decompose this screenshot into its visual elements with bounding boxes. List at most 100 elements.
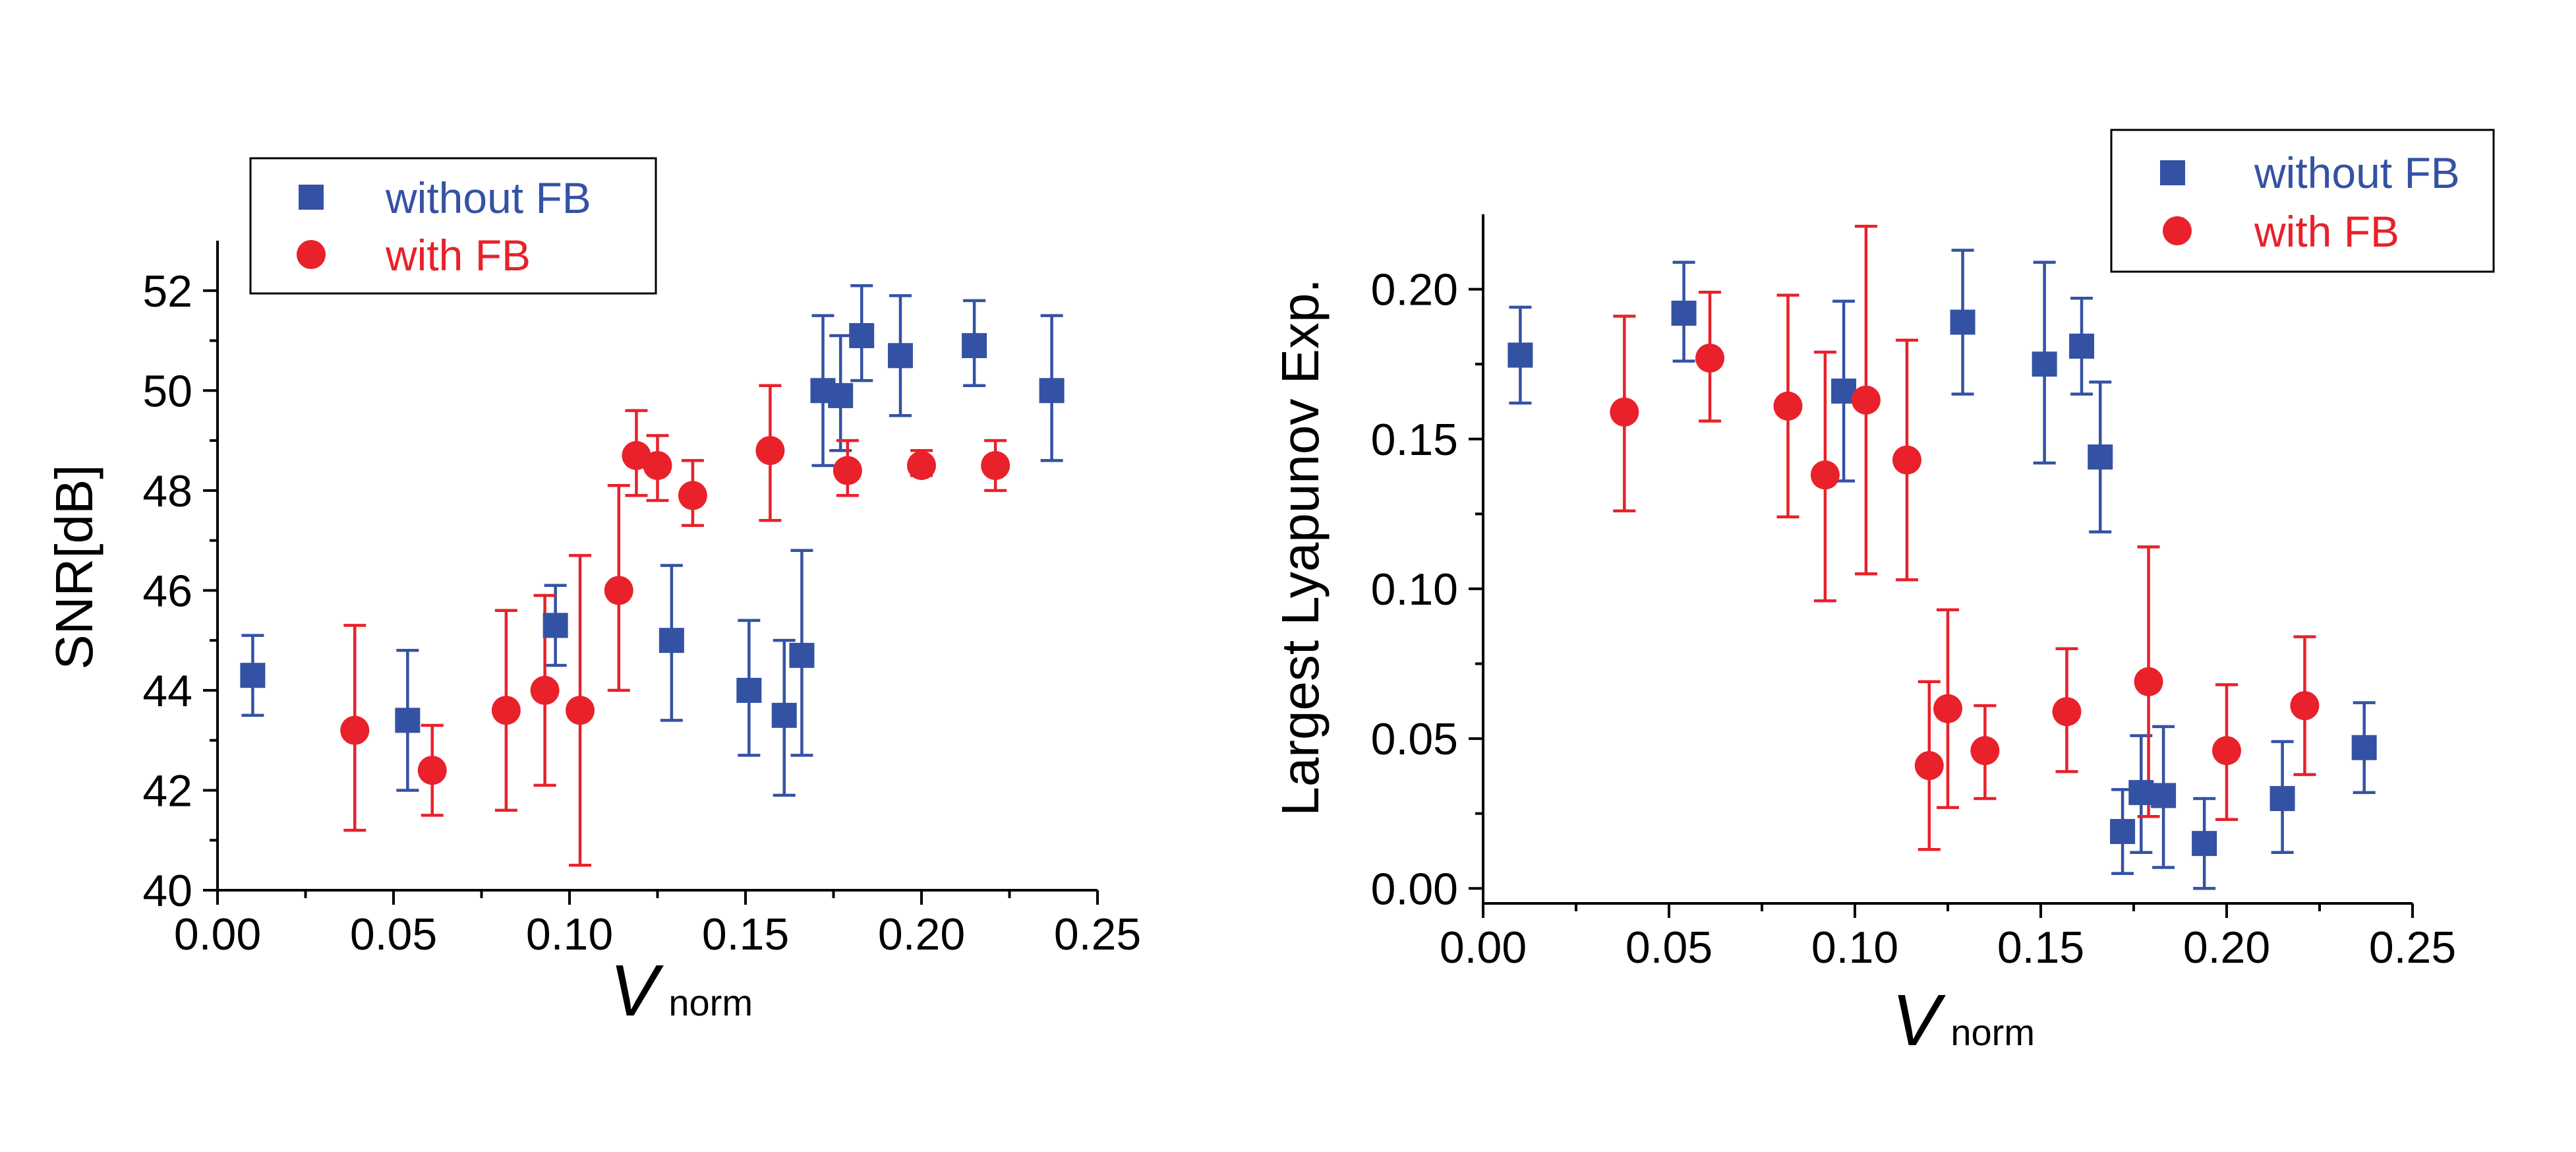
lyapunov-point-without-fb bbox=[2032, 351, 2057, 377]
snr-point-without-fb bbox=[395, 708, 421, 733]
snr-point-with-fb bbox=[755, 436, 785, 466]
snr-y-tick-label: 42 bbox=[142, 766, 192, 816]
snr-x-axis-title: V norm bbox=[610, 950, 753, 1031]
lyapunov-x-axis-title-main: V bbox=[1892, 980, 1946, 1061]
snr-y-tick-label: 40 bbox=[142, 866, 192, 916]
lyapunov-point-with-fb bbox=[1914, 751, 1944, 780]
lyapunov-axes: 0.00 0.05 0.10 0.15 0.20 0.25 0.00 0.05 0.10 0.15… bbox=[1371, 214, 2456, 973]
lyapunov-chart: 0.00 0.05 0.10 0.15 0.20 0.25 0.00 0.05 0.10 0.15… bbox=[1271, 129, 2495, 1061]
snr-data-marks bbox=[240, 284, 1065, 867]
lyapunov-x-tick-label: 0.25 bbox=[2369, 923, 2456, 973]
lyapunov-legend-box bbox=[2110, 129, 2495, 273]
snr-x-tick-label: 0.10 bbox=[526, 909, 613, 959]
snr-x-axis-title-sub: norm bbox=[668, 982, 753, 1023]
lyapunov-y-tick-label: 0.05 bbox=[1371, 714, 1458, 764]
lyapunov-legend-label-with-fb: with FB bbox=[2254, 207, 2399, 256]
snr-point-with-fb bbox=[907, 450, 936, 480]
lyapunov-point-with-fb bbox=[1851, 385, 1881, 415]
lyapunov-point-with-fb bbox=[2134, 667, 2163, 696]
lyapunov-x-axis-title-sub: norm bbox=[1950, 1012, 2035, 1053]
snr-point-with-fb bbox=[643, 450, 672, 480]
snr-point-without-fb bbox=[659, 628, 684, 653]
snr-legend-square-marker bbox=[299, 185, 324, 210]
lyapunov-point-without-fb bbox=[1508, 342, 1533, 368]
snr-point-without-fb bbox=[240, 663, 266, 688]
snr-chart: 0.00 0.05 0.10 0.15 0.20 0.25 40 42 44 46 48 50 52 S… bbox=[45, 157, 1141, 1031]
snr-point-without-fb bbox=[828, 382, 854, 408]
lyapunov-legend: without FB with FB bbox=[2110, 129, 2495, 273]
lyapunov-point-without-fb bbox=[2128, 779, 2154, 805]
snr-point-with-fb bbox=[833, 456, 862, 485]
lyapunov-point-with-fb bbox=[1933, 694, 1962, 723]
snr-point-with-fb bbox=[566, 696, 595, 725]
lyapunov-point-without-fb bbox=[2192, 831, 2217, 857]
snr-y-tick-label: 52 bbox=[142, 266, 192, 317]
lyapunov-point-without-fb bbox=[1671, 300, 1697, 326]
lyapunov-point-without-fb bbox=[2110, 818, 2136, 844]
lyapunov-x-tick-label: 0.10 bbox=[1811, 923, 1898, 973]
snr-y-tick-label: 46 bbox=[142, 566, 192, 616]
snr-point-without-fb bbox=[771, 702, 797, 728]
snr-point-without-fb bbox=[542, 613, 568, 638]
snr-x-axis-title-main: V bbox=[610, 950, 664, 1031]
snr-legend-box bbox=[249, 157, 657, 295]
snr-point-with-fb bbox=[340, 715, 370, 745]
lyapunov-point-with-fb bbox=[1892, 445, 1921, 475]
snr-point-without-fb bbox=[789, 642, 815, 668]
snr-legend: without FB with FB bbox=[249, 157, 657, 295]
snr-point-without-fb bbox=[1039, 378, 1065, 404]
snr-legend-circle-marker bbox=[297, 240, 326, 269]
snr-y-tick-label: 48 bbox=[142, 466, 192, 516]
snr-point-without-fb bbox=[849, 322, 875, 348]
lyapunov-x-tick-label: 0.05 bbox=[1625, 923, 1712, 973]
lyapunov-x-axis-title: V norm bbox=[1892, 980, 2035, 1061]
lyapunov-x-tick-label: 0.20 bbox=[2183, 923, 2270, 973]
lyapunov-y-tick-label: 0.20 bbox=[1371, 265, 1458, 315]
snr-point-with-fb bbox=[530, 675, 560, 705]
lyapunov-point-with-fb bbox=[2212, 736, 2241, 766]
lyapunov-point-with-fb bbox=[1810, 460, 1840, 490]
snr-y-tick-label: 44 bbox=[142, 666, 192, 716]
lyapunov-y-axis-title: Largest Lyapunov Exp. bbox=[1271, 278, 1330, 816]
lyapunov-point-with-fb bbox=[1695, 344, 1725, 373]
lyapunov-data-marks bbox=[1508, 224, 2377, 890]
snr-point-without-fb bbox=[736, 677, 762, 703]
snr-y-tick-label: 50 bbox=[142, 366, 192, 416]
snr-y-axis-title: SNR[dB] bbox=[45, 464, 103, 669]
lyapunov-point-with-fb bbox=[2290, 691, 2320, 721]
lyapunov-point-without-fb bbox=[2088, 444, 2113, 470]
lyapunov-point-with-fb bbox=[2052, 697, 2082, 727]
snr-x-tick-label: 0.15 bbox=[702, 909, 789, 959]
lyapunov-point-without-fb bbox=[2069, 333, 2095, 359]
lyapunov-legend-label-without-fb: without FB bbox=[2254, 148, 2460, 197]
lyapunov-y-tick-label: 0.15 bbox=[1371, 415, 1458, 465]
lyapunov-point-without-fb bbox=[2269, 785, 2295, 811]
snr-point-without-fb bbox=[887, 343, 913, 369]
lyapunov-x-tick-label: 0.00 bbox=[1440, 923, 1527, 973]
snr-point-with-fb bbox=[678, 481, 707, 510]
lyapunov-x-tick-label: 0.15 bbox=[1997, 923, 2084, 973]
lyapunov-point-with-fb bbox=[1610, 397, 1639, 427]
snr-x-tick-label: 0.00 bbox=[174, 909, 261, 959]
lyapunov-point-without-fb bbox=[2151, 783, 2177, 808]
snr-axes: 0.00 0.05 0.10 0.15 0.20 0.25 40 42 44 46 48 50 52 bbox=[142, 241, 1141, 959]
snr-point-with-fb bbox=[417, 756, 447, 785]
lyapunov-point-with-fb bbox=[1970, 736, 2000, 766]
snr-point-with-fb bbox=[981, 450, 1010, 480]
lyapunov-legend-square-marker bbox=[2160, 160, 2185, 185]
lyapunov-y-tick-label: 0.00 bbox=[1371, 864, 1458, 914]
snr-point-with-fb bbox=[604, 576, 633, 605]
snr-legend-label-without-fb: without FB bbox=[385, 173, 591, 222]
lyapunov-point-without-fb bbox=[1950, 309, 1976, 335]
snr-x-tick-label: 0.20 bbox=[878, 909, 965, 959]
snr-legend-label-with-fb: with FB bbox=[385, 231, 531, 280]
snr-point-with-fb bbox=[491, 696, 521, 725]
lyapunov-y-tick-label: 0.10 bbox=[1371, 564, 1458, 615]
lyapunov-legend-circle-marker bbox=[2163, 216, 2192, 245]
snr-point-without-fb bbox=[962, 333, 987, 359]
snr-x-tick-label: 0.25 bbox=[1054, 909, 1141, 959]
lyapunov-point-with-fb bbox=[1773, 391, 1803, 421]
snr-x-tick-label: 0.05 bbox=[350, 909, 437, 959]
lyapunov-point-without-fb bbox=[2351, 735, 2377, 760]
